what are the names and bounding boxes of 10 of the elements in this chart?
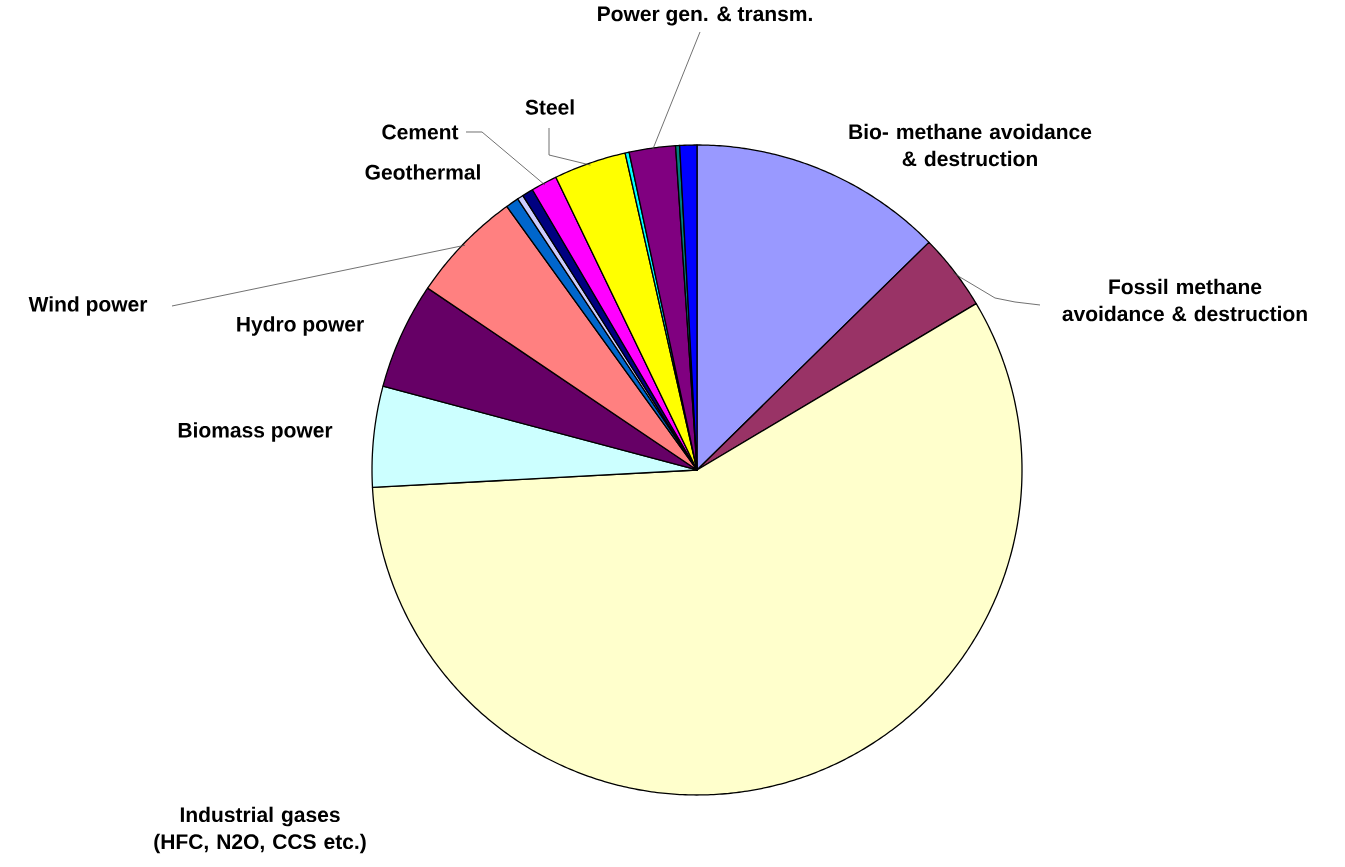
slice-label: Steel: [525, 99, 574, 115]
slice-label: Wind power: [28, 296, 148, 316]
slice-label: Industrial gases (HFC, N2O, CCS etc.): [154, 806, 366, 854]
slice-label: Biomass power: [178, 422, 333, 442]
slice-label: Cement: [382, 124, 459, 140]
slice-label: Power gen. & transm.: [598, 6, 812, 26]
slice-label: Fossil methane avoidance & destruction: [1062, 278, 1307, 322]
slice-label: Bio- methane avoidance & destruction: [849, 123, 1092, 167]
slice-label: Hydro power: [237, 316, 364, 336]
slice-label: Geothermal: [365, 164, 480, 180]
